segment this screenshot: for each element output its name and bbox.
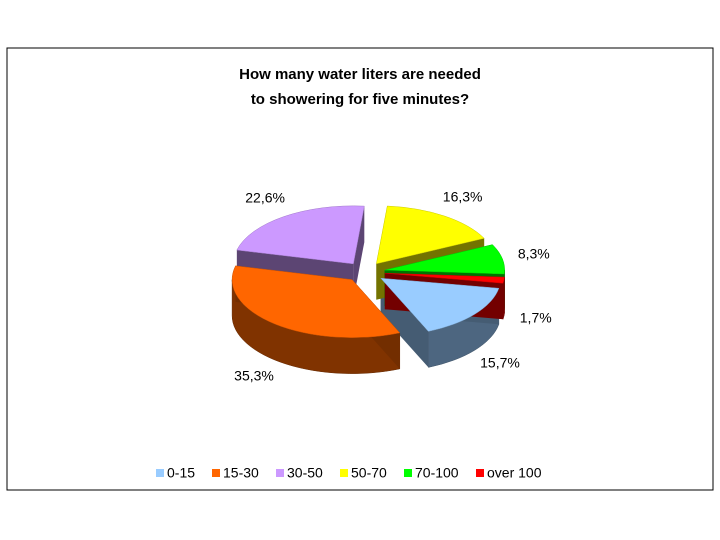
- legend-swatch: [276, 469, 284, 477]
- legend-swatch: [156, 469, 164, 477]
- slice: [231, 265, 401, 338]
- legend-swatch: [340, 469, 348, 477]
- data-label: 15,7%: [480, 354, 520, 370]
- chart-title: How many water liters are needed: [239, 66, 481, 83]
- slice: [384, 272, 505, 284]
- slice: [376, 205, 485, 265]
- legend-label: 70-100: [415, 465, 459, 481]
- slice-wall: [353, 206, 365, 300]
- legend-label: 50-70: [351, 465, 387, 481]
- data-label: 8,3%: [518, 245, 550, 261]
- legend-swatch: [404, 469, 412, 477]
- legend-swatch: [476, 469, 484, 477]
- data-label: 1,7%: [520, 310, 552, 326]
- legend-label: 15-30: [223, 465, 259, 481]
- data-label: 22,6%: [245, 189, 285, 205]
- slice: [236, 205, 365, 265]
- legend-label: 0-15: [167, 465, 195, 481]
- slice: [384, 244, 505, 275]
- data-label: 16,3%: [443, 189, 483, 205]
- data-label: 35,3%: [234, 367, 274, 383]
- slice: [380, 277, 500, 332]
- chart-frame: [6, 47, 714, 491]
- legend-label: 30-50: [287, 465, 323, 481]
- chart-title: to showering for five minutes?: [251, 91, 469, 108]
- legend-label: over 100: [487, 465, 542, 481]
- legend-swatch: [212, 469, 220, 477]
